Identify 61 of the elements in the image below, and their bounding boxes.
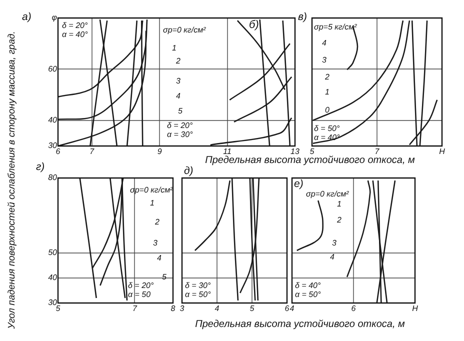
chart-title: е)	[294, 178, 304, 190]
chart-title: д)	[184, 165, 194, 177]
annotation: 2	[155, 218, 160, 226]
x-tick-label: 11	[223, 147, 232, 156]
x-tick-label: 13	[290, 147, 300, 156]
annotation: 4	[322, 38, 326, 48]
annotation: 0	[325, 106, 330, 114]
y-axis-title: Угол падения поверхностей ослабления в сторону массива, град.	[6, 31, 18, 329]
chart-title: г)	[36, 161, 45, 173]
annotation: σр=5 кг/см²	[314, 22, 357, 32]
annotation: 2	[325, 72, 330, 82]
annotation: 1	[337, 200, 342, 208]
x-tick-label: 3	[180, 304, 185, 314]
x-tick-label: 9	[157, 147, 162, 156]
y-tick-label: 40	[48, 116, 58, 125]
x-tick-label: 5	[250, 304, 255, 314]
annotation: 4	[157, 254, 162, 262]
annotation: 3	[153, 238, 158, 248]
chart-title: в)	[298, 11, 307, 23]
annotation: δ = 40° α = 50°	[295, 281, 321, 299]
x-tick-label: H	[412, 304, 418, 314]
x-tick-label: 5	[56, 304, 61, 314]
annotation: б)	[249, 19, 259, 31]
x-tick-label: 5	[310, 147, 315, 156]
y-tick-label: 40	[48, 273, 58, 282]
x-tick-label: 6	[284, 304, 290, 314]
y-tick-label: 60	[48, 64, 58, 74]
annotation: 1	[172, 44, 176, 52]
x-tick-label: 7	[132, 304, 138, 314]
annotation: 4	[330, 252, 334, 262]
annotation: σр=0 кг/см²	[163, 26, 206, 34]
y-tick-label: φ	[52, 13, 57, 22]
x-tick-label: 6	[56, 147, 61, 156]
annotation: 3	[176, 76, 180, 86]
annotation: σр=0 кг/см²	[306, 190, 349, 198]
annotation: 3	[322, 56, 326, 64]
y-tick-label: 50	[48, 248, 58, 258]
y-tick-label: 30	[48, 141, 58, 150]
annotation: 1	[150, 198, 154, 208]
x-axis-title: Предельная высота устойчивого откоса, м	[195, 319, 405, 330]
x-tick-label: 4	[290, 304, 295, 314]
y-tick-label: 30	[48, 298, 58, 308]
y-tick-label: 80	[48, 173, 58, 182]
annotation: δ = 30° α = 50°	[185, 281, 211, 299]
annotation: 3	[332, 238, 336, 248]
x-tick-label: H	[439, 147, 446, 156]
annotation: 4	[176, 92, 180, 100]
annotation: 1	[325, 88, 330, 96]
annotation: 2	[337, 216, 342, 224]
x-tick-label: 4	[214, 304, 220, 314]
annotation: δ = 20° α = 50	[128, 281, 154, 299]
x-tick-label: 8	[170, 304, 176, 314]
chart-title: а)	[22, 11, 32, 23]
annotation: 2	[176, 56, 180, 66]
x-axis-title: Предельная высота устойчивого откоса, м	[205, 155, 415, 166]
x-tick-label: 7	[90, 147, 95, 156]
x-tick-label: 7	[374, 147, 380, 156]
annotation: δ = 20° α = 30°	[167, 121, 193, 139]
annotation: 5	[178, 106, 182, 116]
annotation: δ = 20° α = 40°	[62, 21, 88, 39]
x-tick-label: 6	[351, 304, 356, 314]
